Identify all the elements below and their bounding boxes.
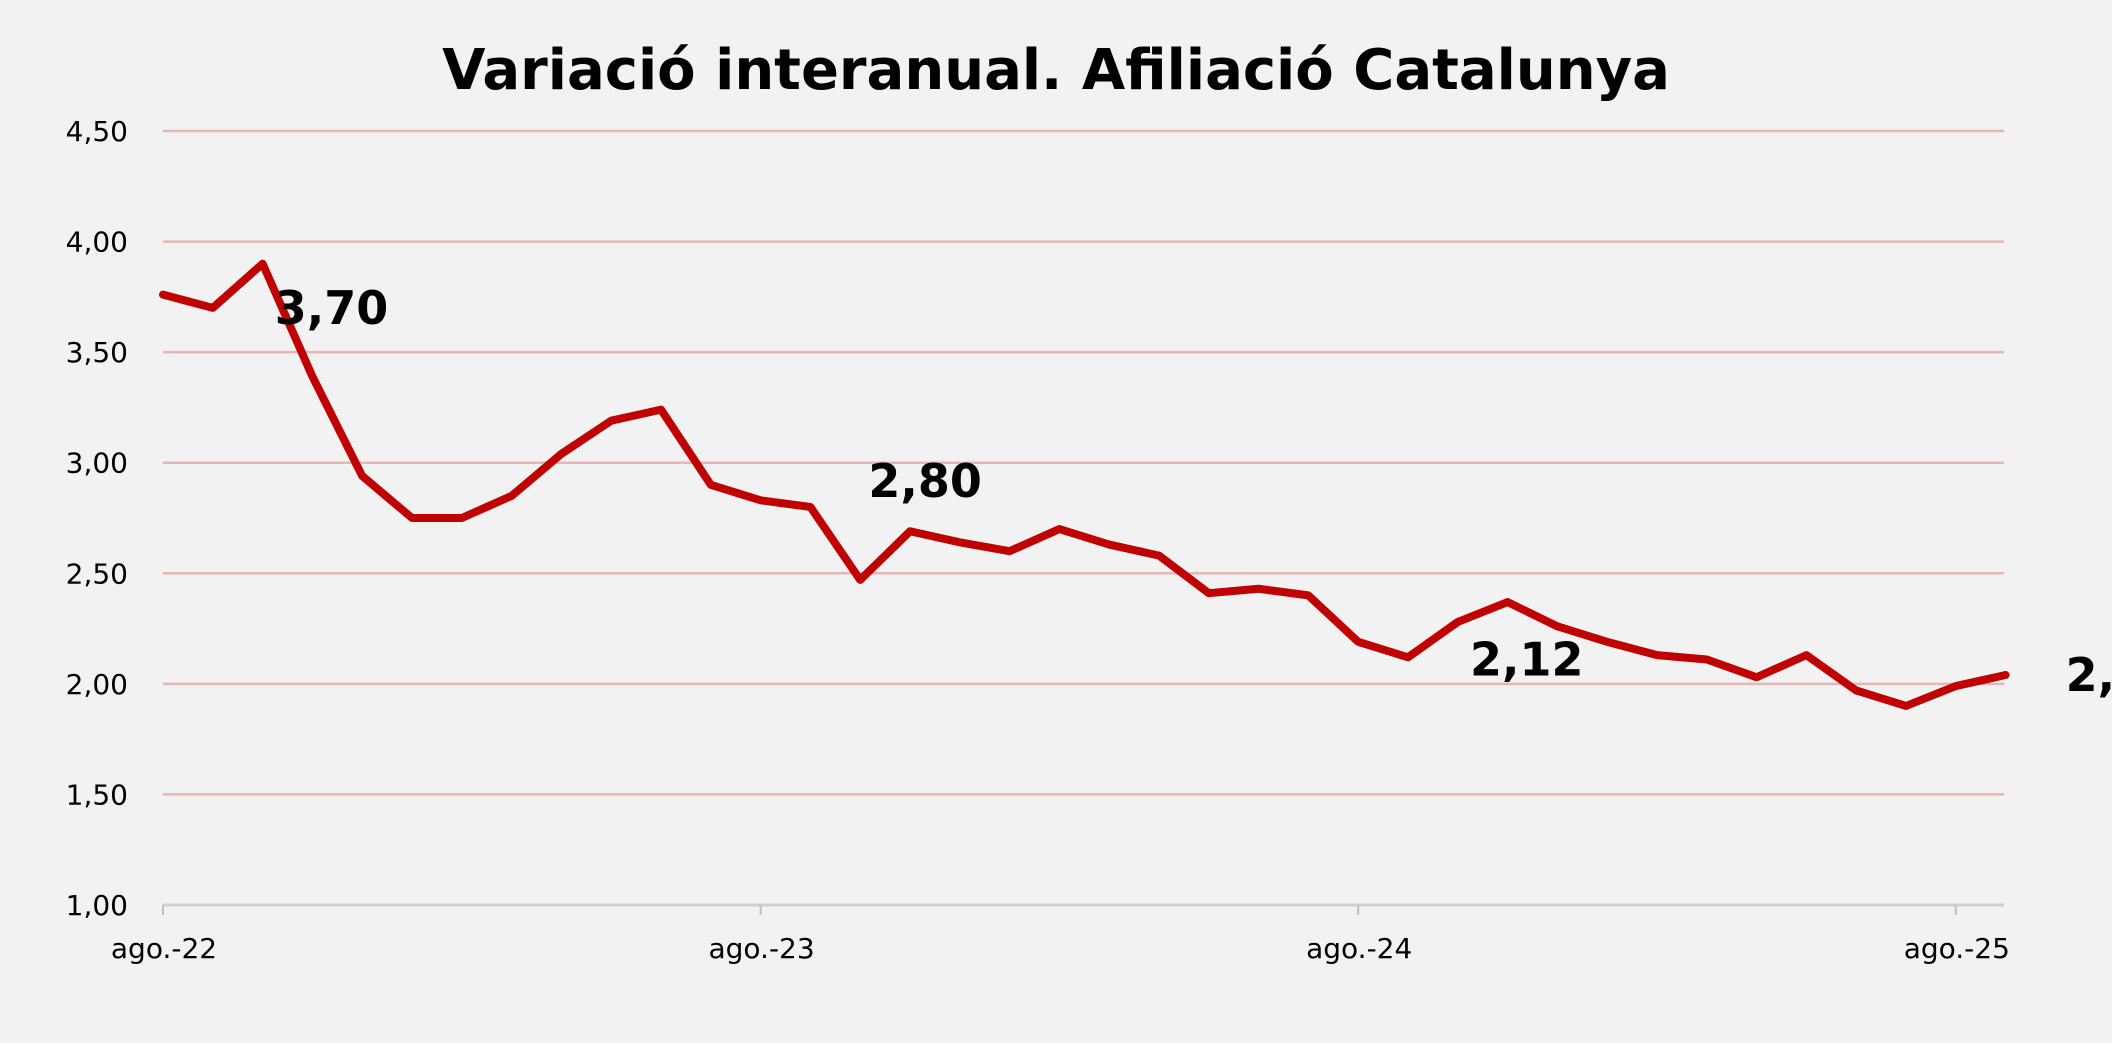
- data-label: 2,80: [868, 454, 982, 508]
- data-point: [1208, 592, 1210, 594]
- data-point: [461, 517, 463, 519]
- data-label: 2,12: [1470, 632, 1584, 686]
- data-point: [809, 506, 811, 508]
- x-tick-label: ago.-22: [111, 932, 217, 965]
- data-point: [760, 499, 762, 501]
- data-point: [1606, 641, 1608, 643]
- y-tick-label: 2,50: [66, 557, 128, 590]
- x-tick-label: ago.-24: [1306, 932, 1412, 965]
- data-point: [162, 294, 164, 296]
- x-tick-label: ago.-23: [708, 932, 814, 965]
- y-tick-label: 3,00: [66, 447, 128, 480]
- data-point: [212, 307, 214, 309]
- data-point: [1955, 685, 1957, 687]
- data-labels: 3,70 2,80 2,12 2,04: [275, 281, 2112, 702]
- data-point: [1009, 550, 1011, 552]
- data-point: [959, 541, 961, 543]
- x-tick-label: ago.-25: [1904, 932, 2010, 965]
- data-point: [262, 263, 264, 265]
- data-point: [361, 475, 363, 477]
- data-point: [1108, 544, 1110, 546]
- data-point: [1307, 594, 1309, 596]
- data-point: [1258, 588, 1260, 590]
- data-point: [1756, 676, 1758, 678]
- data-point: [1905, 705, 1907, 707]
- data-point: [1706, 659, 1708, 661]
- y-tick-label: 2,00: [66, 668, 128, 701]
- data-point: [660, 409, 662, 411]
- data-point: [909, 530, 911, 532]
- data-point: [1805, 654, 1807, 656]
- y-tick-label: 1,00: [66, 889, 128, 922]
- data-label: 2,04: [2066, 648, 2112, 702]
- data-point: [1357, 641, 1359, 643]
- data-point: [1855, 689, 1857, 691]
- y-tick-label: 4,00: [66, 226, 128, 259]
- series-group: [159, 259, 2010, 710]
- data-point: [411, 517, 413, 519]
- data-point: [859, 579, 861, 581]
- data-point: [1656, 654, 1658, 656]
- x-axis: ago.-22 ago.-23 ago.-24 ago.-25: [111, 903, 2010, 965]
- data-point: [710, 484, 712, 486]
- data-point: [560, 453, 562, 455]
- data-point: [610, 420, 612, 422]
- y-tick-label: 1,50: [66, 778, 128, 811]
- y-axis-tick-labels: 1,00 1,50 2,00 2,50 3,00 3,50 4,00 4,50: [66, 115, 128, 922]
- y-tick-label: 3,50: [66, 336, 128, 369]
- y-tick-label: 4,50: [66, 115, 128, 148]
- data-point: [311, 375, 313, 377]
- data-point: [1058, 528, 1060, 530]
- chart-title: Variació interanual. Afiliació Catalunya: [442, 38, 1670, 103]
- data-label: 3,70: [275, 281, 389, 335]
- gridlines: [163, 129, 2004, 796]
- data-point: [1457, 621, 1459, 623]
- data-point: [1556, 625, 1558, 627]
- data-point: [1507, 601, 1509, 603]
- data-point: [511, 495, 513, 497]
- data-point: [1407, 656, 1409, 658]
- data-point: [2005, 674, 2007, 676]
- data-point: [1158, 555, 1160, 557]
- series-line: [159, 259, 2010, 710]
